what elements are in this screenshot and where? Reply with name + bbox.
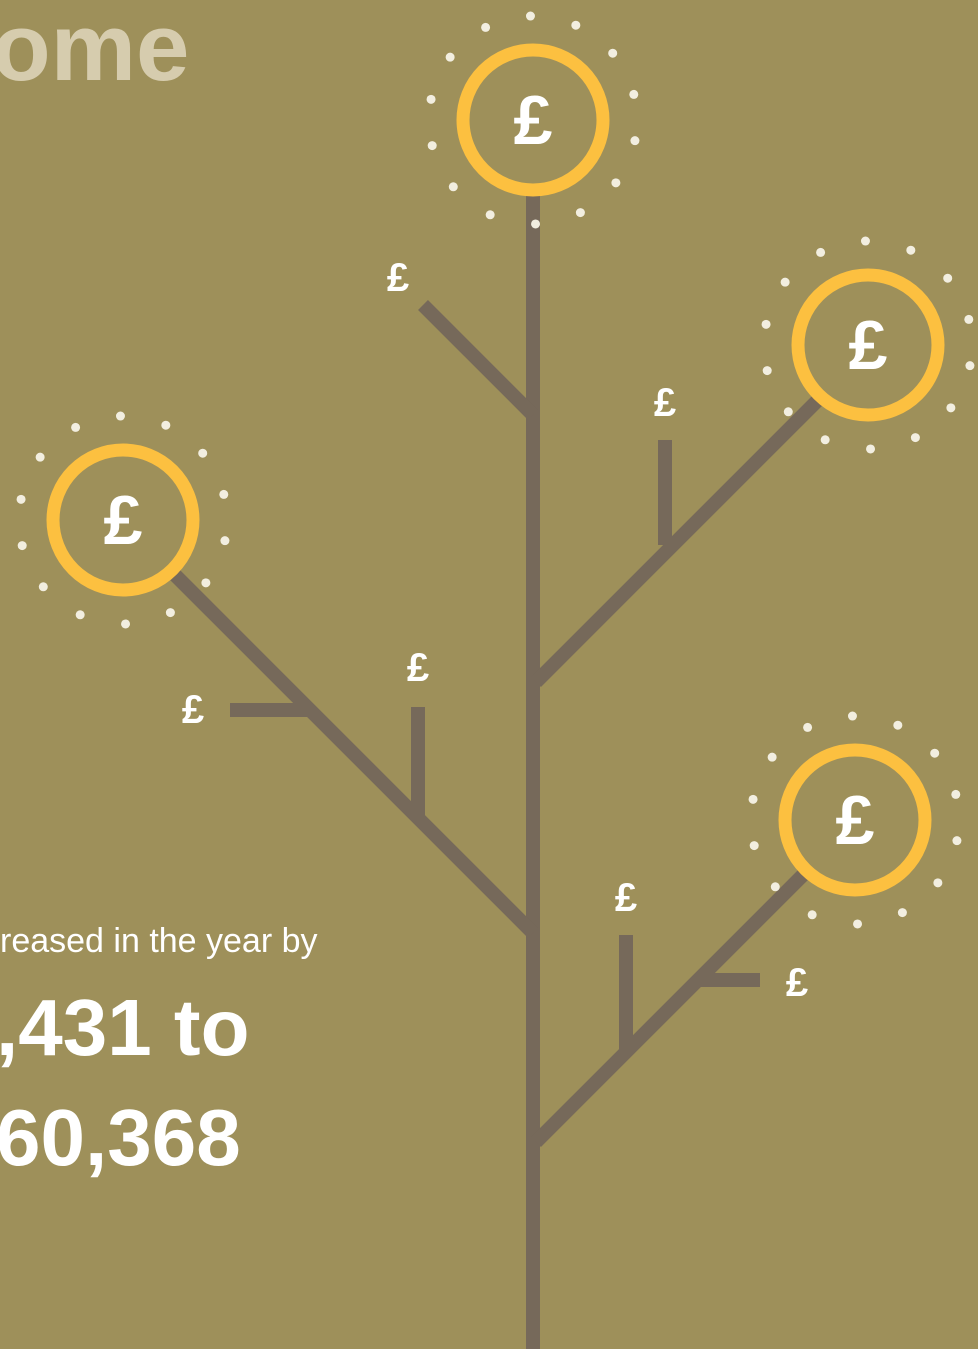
figure-line: 60,368 (0, 1093, 241, 1182)
sparkle-dot (17, 541, 27, 551)
pound-label: £ (654, 381, 676, 425)
sparkle-dot (575, 208, 585, 218)
sparkle-dot (803, 722, 813, 732)
sparkle-dot (749, 841, 759, 851)
sparkle-dot (165, 608, 175, 618)
sparkle-dot (38, 582, 48, 592)
coin: £ (16, 411, 230, 629)
sparkle-dot (481, 22, 491, 32)
sparkle-dot (807, 910, 817, 920)
coin-symbol: £ (104, 481, 143, 559)
branch (531, 395, 823, 687)
sparkle-dot (161, 420, 171, 430)
sparkle-dot (525, 11, 535, 21)
sparkle-dot (198, 448, 208, 458)
sparkle-dot (860, 236, 870, 246)
sparkle-dot (748, 794, 758, 804)
sparkle-dot (906, 245, 916, 255)
sparkle-dot (115, 411, 125, 421)
sparkle-dot (121, 619, 131, 629)
sparkle-dot (767, 752, 777, 762)
coin-symbol: £ (514, 81, 553, 159)
sparkle-dot (910, 433, 920, 443)
coin-ring (46, 443, 200, 597)
sparkle-dot (780, 277, 790, 287)
sparkle-dot (531, 219, 541, 229)
pound-label: £ (407, 646, 429, 690)
pound-label: £ (786, 961, 808, 1005)
sparkle-dot (445, 52, 455, 62)
sparkle-dot (448, 182, 458, 192)
sparkle-dot (220, 536, 230, 546)
pound-label: £ (182, 688, 204, 732)
title: ome (0, 0, 189, 101)
sparkle-dot (71, 422, 81, 432)
pound-label: £ (387, 256, 409, 300)
sparkle-dot (946, 403, 956, 413)
sparkle-dot (770, 882, 780, 892)
sparkle-dot (35, 452, 45, 462)
sparkle-dot (608, 48, 618, 58)
sparkle-dot (820, 435, 830, 445)
sparkle-dot (16, 494, 26, 504)
sparkle-dot (964, 314, 974, 324)
intro-text: reased in the year by (0, 922, 318, 960)
small-labels: £ £ £ £ £ £ (182, 256, 808, 1005)
coin-symbol: £ (836, 781, 875, 859)
branch (531, 865, 813, 1147)
coin-ring (456, 43, 610, 197)
sparkle-dot (816, 247, 826, 257)
coins: £ £ £ £ (16, 11, 975, 929)
sparkle-dot (897, 908, 907, 918)
sparkle-dot (893, 720, 903, 730)
sparkle-dot (943, 273, 953, 283)
tree (170, 190, 823, 1349)
branch (418, 300, 538, 420)
pound-label: £ (615, 876, 637, 920)
sparkle-dot (75, 610, 85, 620)
sparkle-dot (630, 136, 640, 146)
branch (170, 570, 538, 938)
sparkle-dot (762, 366, 772, 376)
sparkle-dot (847, 711, 857, 721)
sparkle-dot (783, 407, 793, 417)
sparkle-dot (629, 89, 639, 99)
sparkle-dot (611, 178, 621, 188)
sparkle-dot (571, 20, 581, 30)
figure-line: ,431 to (0, 983, 249, 1072)
sparkle-dot (219, 489, 229, 499)
sparkle-dot (965, 361, 975, 371)
sparkle-dot (951, 789, 961, 799)
coin-ring (778, 743, 932, 897)
sparkle-dot (866, 444, 876, 454)
coin: £ (748, 711, 962, 929)
sparkle-dot (933, 878, 943, 888)
sparkle-dot (427, 141, 437, 151)
sparkle-dot (930, 748, 940, 758)
coin: £ (426, 11, 640, 229)
sparkle-dot (485, 210, 495, 220)
sparkle-dot (761, 319, 771, 329)
coin-ring (791, 268, 945, 422)
sparkle-dot (952, 836, 962, 846)
sparkle-dot (201, 578, 211, 588)
coin-symbol: £ (849, 306, 888, 384)
sparkle-dot (853, 919, 863, 929)
sparkle-dot (426, 94, 436, 104)
coin: £ (761, 236, 975, 454)
